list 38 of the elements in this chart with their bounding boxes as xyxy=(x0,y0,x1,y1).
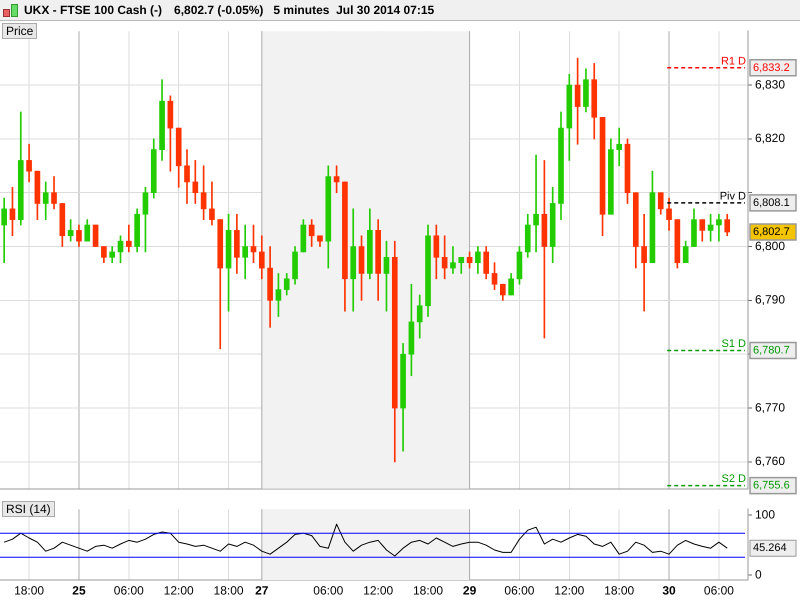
y-tick-label: 6,770 xyxy=(755,400,786,414)
text: 6,780.7 xyxy=(753,344,790,356)
chart-subtitle: 6,802.7 (-0.05%) 5 minutes Jul 30 2014 07:15 xyxy=(174,3,434,17)
x-tick-label: 29 xyxy=(462,584,477,598)
y-tick-label: 0 xyxy=(755,568,762,582)
chart-title: UKX - FTSE 100 Cash (-) xyxy=(24,3,162,17)
text: 6,833.2 xyxy=(753,62,790,74)
text: 45.264 xyxy=(753,542,787,554)
y-tick-label: 100 xyxy=(755,508,776,522)
x-tick-label: 18:00 xyxy=(413,584,444,598)
x-tick-label: 12:00 xyxy=(363,584,394,598)
ref-line-label: R1 D xyxy=(720,55,746,68)
x-tick-label: 27 xyxy=(255,584,269,598)
y-axis-title: RSI (14) xyxy=(2,501,55,517)
text: 6,755.6 xyxy=(753,480,790,492)
x-tick-label: 18:00 xyxy=(214,584,244,598)
x-tick-label: 06:00 xyxy=(114,584,144,598)
x-tick-label: 12:00 xyxy=(554,584,585,598)
x-tick-label: 18:00 xyxy=(14,584,44,598)
text: 6,802.7 xyxy=(753,226,790,238)
x-tick-label: 30 xyxy=(662,584,676,598)
ref-line-label: Piv D xyxy=(720,190,746,202)
x-tick-label: 12:00 xyxy=(164,584,194,598)
ref-line-label: S2 D xyxy=(722,473,746,486)
y-tick-label: 6,820 xyxy=(755,131,786,146)
y-tick-label: 6,790 xyxy=(755,292,786,307)
candlestick xyxy=(92,224,98,247)
x-tick-label: 06:00 xyxy=(504,584,535,598)
x-tick-label: 18:00 xyxy=(604,584,635,598)
y-tick-label: 6,830 xyxy=(755,77,786,92)
x-tick-label: 25 xyxy=(72,584,86,598)
ref-line-label: S1 D xyxy=(722,338,746,350)
x-tick-label: 06:00 xyxy=(313,584,344,598)
y-tick-label: 6,760 xyxy=(755,454,786,468)
y-axis-title: Price xyxy=(2,23,38,39)
y-tick-label: 6,800 xyxy=(755,238,786,253)
text: 6,808.1 xyxy=(753,196,790,209)
x-tick-label: 06:00 xyxy=(704,584,734,598)
